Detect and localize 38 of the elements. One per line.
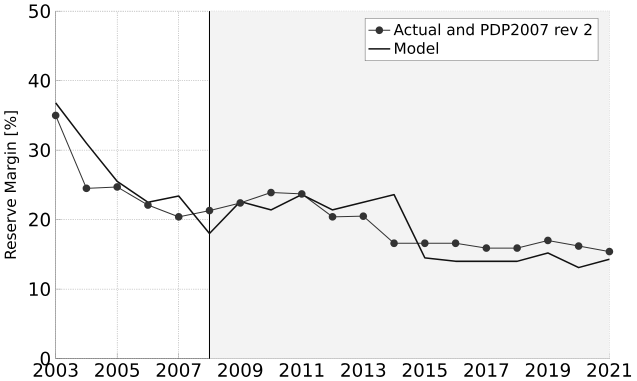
point: [544, 236, 552, 244]
x-tick-label: 2017: [464, 362, 508, 377]
y-tick-label: 50: [29, 4, 50, 18]
point: [236, 199, 244, 207]
legend-label: Actual and PDP2007 rev 2: [394, 23, 592, 36]
point: [606, 248, 614, 256]
point: [482, 244, 490, 252]
point: [513, 244, 521, 252]
point: [298, 190, 306, 198]
x-tick-label: 2007: [156, 362, 200, 377]
point: [267, 188, 275, 196]
point: [452, 239, 460, 247]
y-tick-label: 0: [40, 352, 50, 366]
y-tick-label: 20: [29, 212, 50, 226]
point: [52, 111, 60, 120]
x-tick-label: 2019: [526, 362, 570, 377]
point: [328, 212, 336, 221]
x-tick-label: 2003: [34, 362, 78, 377]
y-tick-label: 40: [28, 74, 50, 88]
point: [574, 242, 582, 250]
point: [82, 184, 90, 192]
x-tick-label: 2013: [341, 362, 386, 377]
point: [421, 239, 429, 247]
point: [174, 212, 183, 221]
point: [390, 239, 398, 247]
point: [113, 183, 122, 191]
point: [206, 206, 214, 214]
legend-label: Model: [395, 42, 438, 54]
point: [359, 212, 368, 220]
x-tick-label: 2021: [587, 362, 632, 377]
y-axis-title: Reserve Margin [%]: [4, 111, 20, 258]
y-tick-label: 10: [30, 282, 50, 296]
x-tick-label: 2009: [218, 362, 262, 377]
x-tick-label: 2011: [280, 362, 324, 377]
x-tick-label: 2015: [402, 362, 447, 377]
y-tick-label: 30: [29, 143, 50, 157]
x-tick-label: 2005: [95, 362, 139, 377]
point: [144, 201, 152, 209]
